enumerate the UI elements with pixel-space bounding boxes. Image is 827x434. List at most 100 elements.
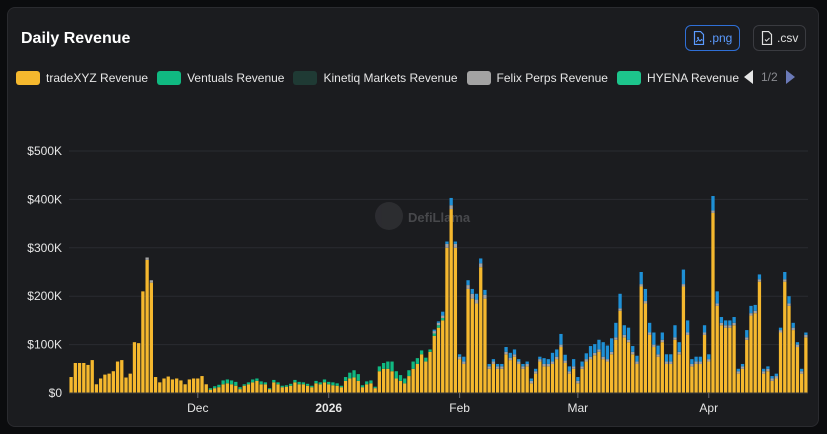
bar-segment-4[interactable]: [546, 359, 550, 364]
bar-segment-3[interactable]: [609, 351, 614, 355]
bar-segment-4[interactable]: [673, 325, 677, 338]
bar-segment-3[interactable]: [736, 371, 740, 374]
bar-segment-0[interactable]: [728, 327, 732, 393]
bar-segment-0[interactable]: [221, 384, 225, 393]
bar-segment-3[interactable]: [664, 361, 669, 364]
bar-segment-3[interactable]: [571, 366, 576, 369]
bar-segment-4[interactable]: [800, 368, 804, 372]
bar-segment-0[interactable]: [745, 339, 749, 393]
bar-segment-0[interactable]: [702, 334, 707, 393]
bar-segment-4[interactable]: [614, 322, 618, 338]
bar-segment-3[interactable]: [778, 330, 783, 333]
bar-segment-4[interactable]: [681, 269, 686, 285]
bar-segment-0[interactable]: [778, 332, 783, 394]
bar-segment-4[interactable]: [474, 293, 479, 300]
bar-segment-4[interactable]: [757, 274, 762, 280]
bar-segment-0[interactable]: [424, 361, 428, 393]
bar-segment-4[interactable]: [715, 291, 719, 304]
bar-segment-4[interactable]: [795, 342, 800, 345]
bar-segment-3[interactable]: [618, 308, 622, 311]
bar-segment-0[interactable]: [533, 373, 538, 393]
bar-segment-1[interactable]: [263, 382, 268, 385]
bar-segment-1[interactable]: [432, 333, 436, 336]
bar-segment-4[interactable]: [529, 378, 534, 381]
bar-segment-0[interactable]: [343, 380, 348, 393]
bar-segment-4[interactable]: [643, 288, 648, 302]
bar-segment-3[interactable]: [753, 310, 757, 314]
bar-segment-4[interactable]: [500, 363, 504, 367]
bar-segment-0[interactable]: [618, 310, 622, 393]
bar-segment-3[interactable]: [694, 361, 698, 364]
bar-segment-3[interactable]: [457, 356, 462, 360]
bar-segment-4[interactable]: [550, 352, 555, 362]
bar-segment-0[interactable]: [555, 359, 559, 393]
bar-segment-0[interactable]: [783, 281, 787, 393]
bar-segment-0[interactable]: [719, 325, 724, 393]
bar-segment-4[interactable]: [559, 333, 563, 345]
bar-segment-0[interactable]: [263, 384, 268, 393]
bar-segment-4[interactable]: [791, 322, 795, 328]
bar-segment-0[interactable]: [740, 368, 745, 393]
bar-segment-4[interactable]: [445, 241, 449, 244]
bar-segment-1[interactable]: [305, 383, 310, 386]
bar-segment-4[interactable]: [766, 366, 770, 369]
bar-segment-0[interactable]: [766, 371, 770, 393]
bar-segment-3[interactable]: [635, 361, 639, 364]
bar-segment-0[interactable]: [246, 384, 251, 393]
bar-segment-0[interactable]: [694, 363, 698, 393]
bar-segment-4[interactable]: [479, 258, 483, 264]
bar-segment-4[interactable]: [774, 373, 778, 377]
bar-segment-3[interactable]: [626, 339, 631, 343]
bar-segment-4[interactable]: [441, 311, 445, 316]
bar-segment-4[interactable]: [597, 339, 601, 350]
bar-segment-0[interactable]: [137, 343, 141, 393]
bar-segment-0[interactable]: [94, 384, 99, 393]
bar-segment-3[interactable]: [487, 366, 491, 369]
bar-segment-4[interactable]: [487, 363, 491, 367]
bar-segment-0[interactable]: [73, 362, 77, 393]
bar-segment-4[interactable]: [622, 325, 626, 335]
bar-segment-3[interactable]: [466, 285, 470, 289]
bar-segment-0[interactable]: [310, 387, 314, 393]
bar-segment-1[interactable]: [297, 381, 301, 385]
bar-segment-1[interactable]: [390, 361, 394, 372]
bar-segment-1[interactable]: [259, 381, 263, 385]
bar-segment-1[interactable]: [280, 385, 284, 388]
bar-segment-3[interactable]: [643, 301, 648, 304]
bar-segment-1[interactable]: [407, 370, 411, 377]
bar-segment-0[interactable]: [614, 339, 618, 393]
bar-segment-3[interactable]: [757, 279, 762, 282]
bar-segment-0[interactable]: [800, 373, 804, 393]
bar-segment-4[interactable]: [584, 353, 588, 360]
bar-segment-4[interactable]: [462, 356, 466, 362]
bar-segment-3[interactable]: [542, 363, 546, 367]
bar-segment-4[interactable]: [588, 346, 593, 357]
bar-segment-3[interactable]: [614, 337, 618, 340]
legend-item-ventuals[interactable]: Ventuals Revenue: [157, 71, 284, 85]
bar-segment-3[interactable]: [766, 368, 770, 372]
bar-segment-0[interactable]: [170, 379, 175, 393]
bar-segment-3[interactable]: [749, 313, 753, 316]
bar-segment-0[interactable]: [791, 330, 795, 393]
bar-segment-4[interactable]: [571, 359, 576, 367]
bar-segment-1[interactable]: [289, 383, 293, 386]
bar-segment-3[interactable]: [631, 351, 635, 355]
bar-segment-4[interactable]: [660, 332, 664, 340]
bar-segment-0[interactable]: [453, 247, 458, 393]
bar-segment-0[interactable]: [90, 360, 94, 393]
bar-segment-4[interactable]: [466, 280, 470, 286]
bar-segment-0[interactable]: [373, 388, 377, 393]
legend-item-tradexyz[interactable]: tradeXYZ Revenue: [16, 71, 148, 85]
bar-segment-3[interactable]: [500, 366, 504, 369]
bar-segment-0[interactable]: [352, 377, 356, 393]
bar-segment-0[interactable]: [669, 363, 673, 393]
bar-segment-3[interactable]: [432, 331, 436, 334]
bar-segment-0[interactable]: [605, 361, 610, 393]
bar-segment-0[interactable]: [495, 368, 500, 393]
bar-segment-3[interactable]: [669, 361, 673, 364]
bar-segment-3[interactable]: [648, 332, 652, 335]
bar-segment-3[interactable]: [800, 371, 804, 374]
bar-segment-0[interactable]: [648, 334, 652, 393]
bar-segment-0[interactable]: [183, 384, 187, 393]
bar-segment-1[interactable]: [335, 383, 339, 386]
